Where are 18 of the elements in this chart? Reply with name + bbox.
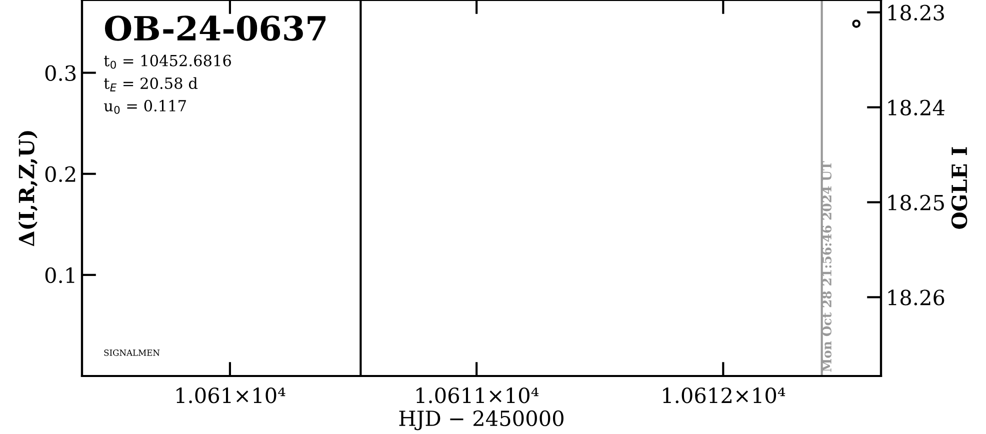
x-axis-title: HJD − 2450000: [399, 410, 564, 430]
y-tick-label: 0.2: [45, 166, 76, 182]
annotation: SIGNALMEN: [104, 350, 160, 356]
chart-title: OB-24-0637: [104, 16, 326, 41]
annotation: t$_{0}$ = 10452.6816: [104, 54, 231, 69]
x-tick-label: 1.061×10⁴: [176, 387, 286, 404]
y2-tick-label: 18.26: [888, 290, 944, 306]
y2-axis-title: OGLE I: [951, 147, 968, 229]
x-tick-label: 1.0612×10⁴: [663, 387, 786, 404]
y2-tick-label: 18.24: [888, 100, 944, 116]
y-axis-title: Δ(I,R,Z,U): [18, 131, 38, 246]
annotation: t$_{E}$ = 20.58 d: [104, 77, 198, 92]
y2-tick-label: 18.25: [888, 194, 944, 210]
y-tick-label: 0.1: [45, 267, 74, 284]
annotation: u$_{0}$ = 0.117: [104, 100, 186, 114]
y-tick-label: 0.3: [45, 65, 76, 81]
y2-tick-label: 18.23: [888, 4, 944, 21]
x-tick-label: 1.0611×10⁴: [416, 387, 539, 404]
